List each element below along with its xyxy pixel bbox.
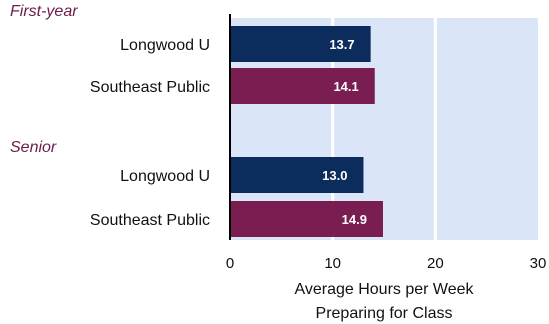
value-label-0-1: 14.1 [333, 79, 358, 94]
bar-1-0 [230, 157, 364, 193]
x-tick-label-30: 30 [530, 255, 547, 272]
value-label-1-1: 14.9 [342, 212, 367, 227]
category-label-1-0: Longwood U [120, 168, 210, 185]
category-label-0-1: Southeast Public [90, 79, 210, 96]
x-tick-label-0: 0 [226, 255, 234, 272]
x-tick-label-20: 20 [427, 255, 444, 272]
x-axis-title-line-2: Preparing for Class [316, 305, 453, 322]
group-label-0: First-year [10, 3, 78, 20]
value-label-0-0: 13.7 [329, 37, 354, 52]
category-label-1-1: Southeast Public [90, 212, 210, 229]
category-label-0-0: Longwood U [120, 37, 210, 54]
x-tick-label-10: 10 [324, 255, 341, 272]
group-label-1: Senior [10, 139, 57, 156]
bar-0-0 [230, 26, 371, 62]
x-axis-ticks: 0 10 20 30 [226, 255, 547, 272]
bar-1-1 [230, 201, 383, 237]
labels: First-year Longwood U 13.7 Southeast Public… [10, 3, 367, 229]
bar-0-1 [230, 68, 375, 104]
x-axis-title-line-1: Average Hours per Week [294, 281, 474, 298]
bars [230, 26, 383, 237]
value-label-1-0: 13.0 [322, 168, 347, 183]
